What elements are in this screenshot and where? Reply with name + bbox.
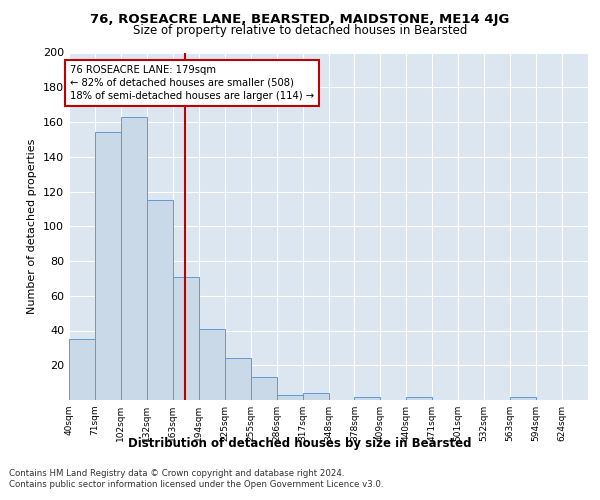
Text: Contains public sector information licensed under the Open Government Licence v3: Contains public sector information licen… — [9, 480, 383, 489]
Text: Distribution of detached houses by size in Bearsted: Distribution of detached houses by size … — [128, 438, 472, 450]
Text: Size of property relative to detached houses in Bearsted: Size of property relative to detached ho… — [133, 24, 467, 37]
Text: 76, ROSEACRE LANE, BEARSTED, MAIDSTONE, ME14 4JG: 76, ROSEACRE LANE, BEARSTED, MAIDSTONE, … — [91, 12, 509, 26]
Y-axis label: Number of detached properties: Number of detached properties — [28, 138, 37, 314]
Text: 76 ROSEACRE LANE: 179sqm
← 82% of detached houses are smaller (508)
18% of semi-: 76 ROSEACRE LANE: 179sqm ← 82% of detach… — [70, 64, 314, 101]
Bar — [225, 358, 251, 400]
Bar — [510, 396, 536, 400]
Bar — [251, 378, 277, 400]
Text: Contains HM Land Registry data © Crown copyright and database right 2024.: Contains HM Land Registry data © Crown c… — [9, 469, 344, 478]
Bar — [199, 329, 224, 400]
Bar — [355, 396, 380, 400]
Bar — [147, 200, 173, 400]
Bar — [302, 393, 329, 400]
Bar — [121, 117, 147, 400]
Bar — [406, 396, 432, 400]
Bar — [95, 132, 121, 400]
Bar — [69, 339, 95, 400]
Bar — [173, 276, 199, 400]
Bar — [277, 395, 302, 400]
